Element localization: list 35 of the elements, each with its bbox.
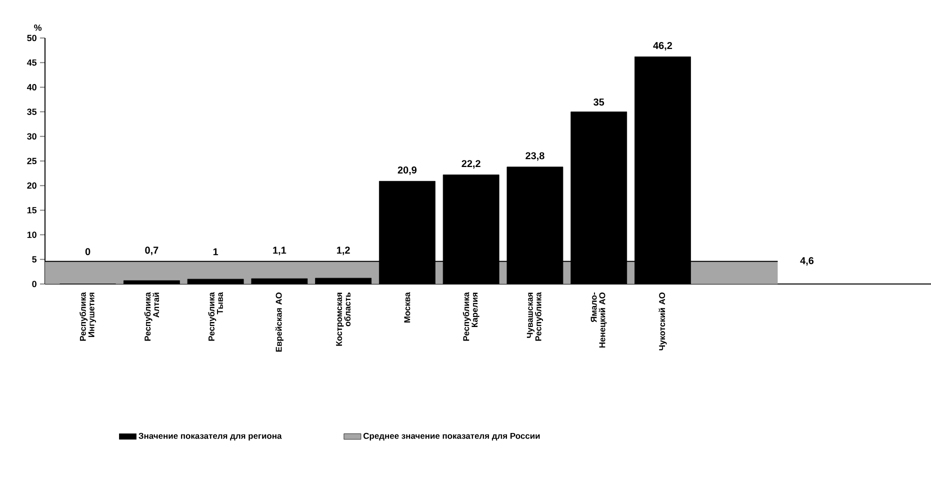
legend-label: Среднее значение показателя для России [363,432,540,441]
y-tick-label: 0 [32,280,36,288]
data-label: 0 [85,248,90,256]
data-label: 0,7 [145,246,158,256]
y-tick-label: 40 [26,84,36,90]
y-tick-label: 10 [27,232,36,238]
x-tick-label: Республика Алтай [144,292,160,341]
data-label: 1 [213,248,218,256]
ref-line-label: 4,6 [800,257,814,266]
x-tick-label: Ямало-Ненецкий АО [590,292,607,348]
x-tick-label: Республика Тыва [208,292,223,341]
data-label: 1,1 [273,246,286,256]
x-tick-label: Республика Карелия [462,292,480,341]
y-tick-label: 35 [27,108,37,115]
data-label: 46,2 [653,42,672,51]
y-tick-label: 20 [27,182,36,189]
y-axis-title: % [34,24,42,31]
y-tick-label: 30 [27,133,36,140]
y-tick-label: 45 [26,59,37,66]
x-tick-label: Чукотский АО [658,292,667,350]
x-tick-label: Еврейская АО [275,292,284,352]
y-tick-label: 5 [32,256,37,263]
data-label: 1,2 [337,246,350,256]
y-tick-label: 15 [27,207,37,214]
data-label: 22,2 [462,160,480,169]
legend-label: Значение показателя для региона [138,432,282,441]
x-tick-label: Москва [404,292,410,322]
y-tick-label: 50 [27,34,36,42]
x-tick-label: Республика Ингушетия [80,292,96,341]
data-label: 20,9 [398,166,417,175]
y-tick-label: 25 [27,158,37,164]
data-label: 23,8 [526,152,544,161]
x-tick-label: Чувашская Республика [526,292,543,341]
x-tick-label: Костромская область [336,292,350,346]
data-label: 35 [594,98,604,106]
